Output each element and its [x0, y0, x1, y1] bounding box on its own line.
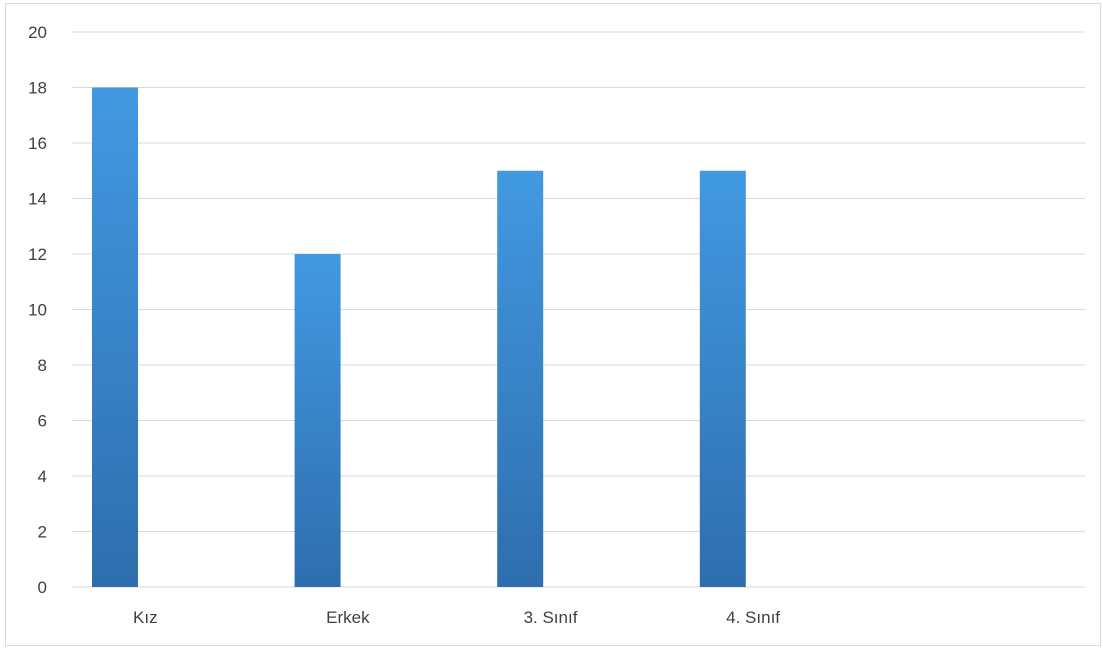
chart-frame [5, 3, 1101, 646]
y-tick-label: 0 [38, 578, 47, 597]
category-label-3: 3. Sınıf [524, 608, 578, 627]
bar-3 [497, 170, 544, 587]
bar-4 [699, 170, 746, 587]
category-label-4: 4. Sınıf [726, 608, 780, 627]
bars [92, 87, 746, 587]
y-tick-label: 18 [28, 79, 47, 98]
gridlines [72, 31, 1085, 588]
x-axis-category-labels: Kız Erkek 3. Sınıf 4. Sınıf [133, 608, 780, 627]
category-label-1: Kız [133, 608, 158, 627]
y-axis-tick-labels: 0 2 4 6 8 10 12 14 16 18 20 [28, 23, 47, 597]
y-tick-label: 4 [38, 467, 47, 486]
y-tick-label: 14 [28, 190, 47, 209]
y-tick-label: 2 [38, 523, 47, 542]
y-tick-label: 10 [28, 301, 47, 320]
y-tick-label: 20 [28, 23, 47, 42]
bar-2 [294, 254, 341, 587]
bar-1 [92, 87, 138, 587]
category-label-2: Erkek [326, 608, 370, 627]
y-tick-label: 6 [38, 412, 47, 431]
y-tick-label: 12 [28, 245, 47, 264]
y-tick-label: 16 [28, 134, 47, 153]
y-tick-label: 8 [38, 356, 47, 375]
